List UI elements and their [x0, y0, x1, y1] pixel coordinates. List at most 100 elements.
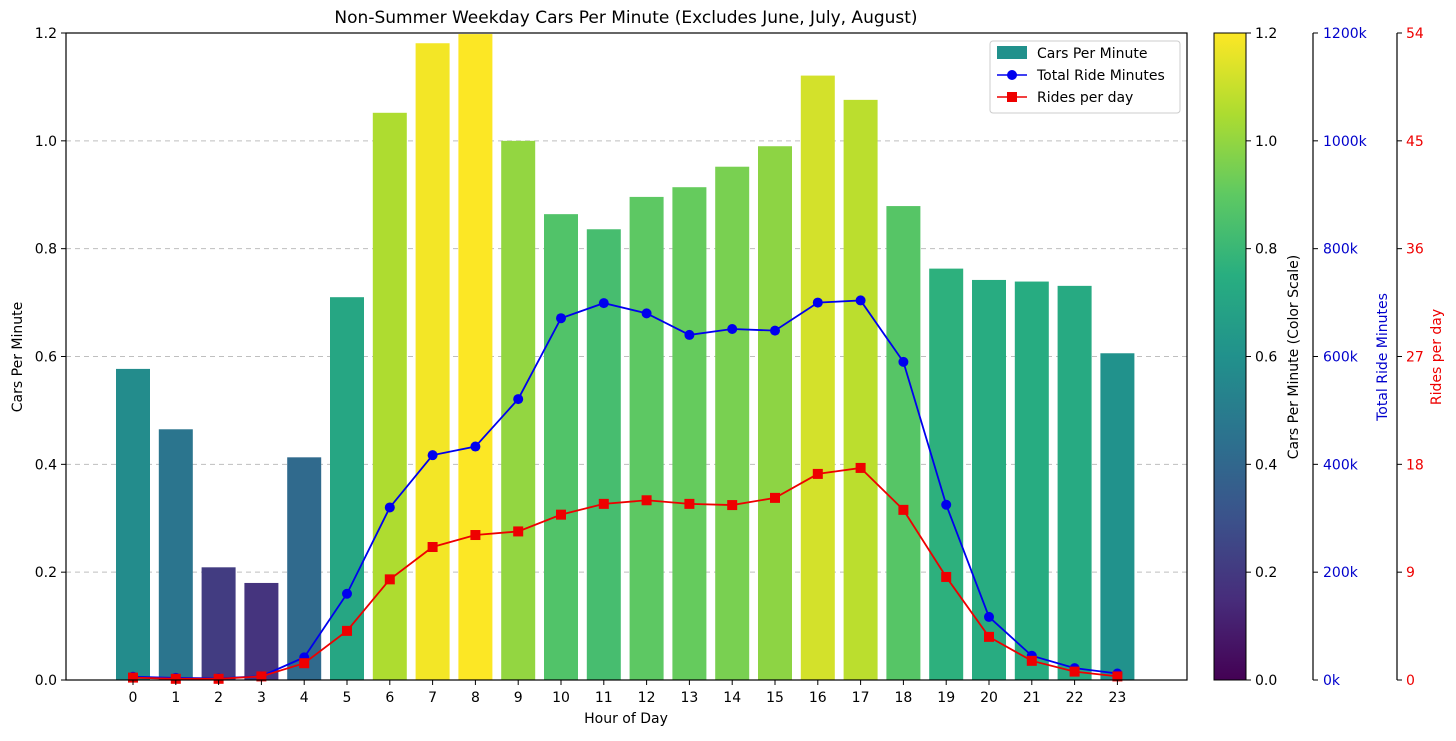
right-axis-1-tick-label: 1200k: [1323, 26, 1368, 42]
bar-hour-1: [158, 429, 193, 680]
bar-hour-2: [201, 567, 236, 680]
bar-hour-8: [458, 34, 493, 681]
point-total-ride-minutes: [941, 499, 952, 510]
point-rides-per-day: [427, 542, 438, 553]
bar-hour-22: [1057, 285, 1092, 680]
y-tick-label: 1.2: [35, 26, 57, 42]
colorbar: 0.0 0.2 0.4 0.6 0.8 1.0 1.2 Cars Per Minute (C…: [1213, 26, 1302, 689]
point-total-ride-minutes: [427, 450, 438, 461]
point-total-ride-minutes: [684, 329, 695, 340]
right-axis-rides-per-day: 0 9 18 27 36 45 54 Rides per day: [1396, 26, 1445, 689]
bar-hour-14: [715, 166, 750, 681]
colorbar-gradient: [1213, 32, 1247, 681]
point-rides-per-day: [855, 462, 866, 473]
colorbar-label: Cars Per Minute (Color Scale): [1286, 255, 1302, 459]
point-rides-per-day: [941, 571, 952, 582]
colorbar-tick-label: 0.2: [1255, 565, 1277, 581]
right-axis-1-label: Total Ride Minutes: [1375, 293, 1391, 422]
point-total-ride-minutes: [384, 502, 395, 513]
x-tick-label: 22: [1066, 690, 1084, 706]
bar-hour-12: [629, 196, 664, 680]
point-total-ride-minutes: [898, 356, 909, 367]
legend-label-line-blue: Total Ride Minutes: [1036, 68, 1165, 84]
x-tick-label: 17: [852, 690, 870, 706]
x-tick-label: 21: [1023, 690, 1041, 706]
x-tick-label: 15: [766, 690, 784, 706]
point-rides-per-day: [812, 468, 823, 479]
legend-box: [989, 40, 1181, 114]
point-rides-per-day: [1026, 655, 1037, 666]
right-axis-2-tick-label: 45: [1406, 134, 1424, 150]
point-rides-per-day: [684, 498, 695, 509]
legend-marker-circle: [1007, 70, 1017, 80]
point-rides-per-day: [170, 673, 181, 684]
bar-hour-23: [1100, 353, 1135, 680]
right-axis-1-tick-label: 600k: [1323, 350, 1359, 366]
x-tick-label: 6: [385, 690, 394, 706]
legend: Cars Per Minute Total Ride Minutes Rides…: [989, 40, 1181, 114]
colorbar-tick-label: 0.0: [1255, 673, 1277, 689]
bar-hour-6: [372, 112, 407, 680]
right-axis-1-ticks: 0k 200k 400k 600k 800k 1000k 1200k: [1313, 26, 1368, 689]
line-total-ride-minutes: [132, 299, 1118, 680]
x-tick-label: 3: [257, 690, 266, 706]
x-axis-ticks: 0 1 2 3 4 5 6 7 8 9 10 11 12 13 14 15 16 17 18 19 20 21 22 23: [129, 680, 1126, 706]
point-rides-per-day: [384, 574, 395, 585]
point-rides-per-day: [556, 509, 566, 520]
colorbar-tick-label: 0.4: [1255, 457, 1277, 473]
bar-hour-13: [672, 187, 707, 680]
y-tick-label: 1.0: [35, 134, 57, 150]
right-axis-2-tick-label: 36: [1406, 242, 1424, 258]
point-rides-per-day: [641, 495, 652, 506]
colorbar-ticks: 0.0 0.2 0.4 0.6 0.8 1.0 1.2: [1246, 26, 1277, 689]
x-tick-label: 8: [471, 690, 480, 706]
point-total-ride-minutes: [812, 297, 823, 308]
x-tick-label: 12: [638, 690, 656, 706]
colorbar-tick-label: 1.2: [1255, 26, 1277, 42]
x-tick-label: 5: [343, 690, 352, 706]
colorbar-tick-label: 1.0: [1255, 134, 1277, 150]
bar-hour-21: [1014, 281, 1049, 680]
line-rides-per-day: [132, 466, 1118, 680]
colorbar-tick-label: 0.6: [1255, 350, 1277, 366]
point-rides-per-day: [598, 498, 609, 509]
point-total-ride-minutes: [855, 295, 866, 306]
x-tick-label: 23: [1108, 690, 1126, 706]
right-axis-2-tick-label: 54: [1406, 26, 1424, 42]
x-tick-label: 7: [428, 690, 437, 706]
point-rides-per-day: [727, 500, 738, 511]
point-rides-per-day: [256, 671, 267, 682]
bar-hour-17: [843, 99, 878, 680]
point-rides-per-day: [299, 658, 310, 669]
right-axis-2-tick-label: 18: [1406, 457, 1424, 473]
right-axis-1-tick-label: 0k: [1323, 673, 1341, 689]
point-rides-per-day: [898, 504, 909, 515]
point-rides-per-day: [213, 673, 224, 684]
x-tick-label: 10: [552, 690, 570, 706]
right-axis-1-tick-label: 1000k: [1323, 134, 1368, 150]
x-tick-label: 18: [894, 690, 912, 706]
point-rides-per-day: [1069, 666, 1080, 677]
x-tick-label: 1: [171, 690, 180, 706]
y-tick-label: 0.4: [35, 457, 57, 473]
bar-hour-0: [116, 368, 150, 680]
bar-hour-15: [758, 146, 792, 681]
bar-hour-3: [244, 582, 279, 680]
x-tick-label: 11: [595, 690, 613, 706]
y-tick-label: 0.8: [35, 242, 57, 258]
right-axis-2-tick-label: 27: [1406, 350, 1424, 366]
point-total-ride-minutes: [556, 313, 566, 324]
right-axis-1-tick-label: 800k: [1323, 242, 1359, 258]
point-rides-per-day: [770, 492, 780, 503]
bar-hour-19: [929, 268, 964, 680]
legend-label-bar: Cars Per Minute: [1037, 46, 1147, 62]
bar-hour-5: [330, 297, 364, 680]
point-rides-per-day: [513, 526, 524, 537]
x-tick-label: 9: [514, 690, 523, 706]
bar-series: [116, 34, 1135, 681]
right-axis-2-ticks: 0 9 18 27 36 45 54: [1397, 26, 1424, 689]
y-axis-label: Cars Per Minute: [10, 302, 26, 412]
x-tick-label: 13: [680, 690, 698, 706]
point-rides-per-day: [984, 631, 994, 642]
